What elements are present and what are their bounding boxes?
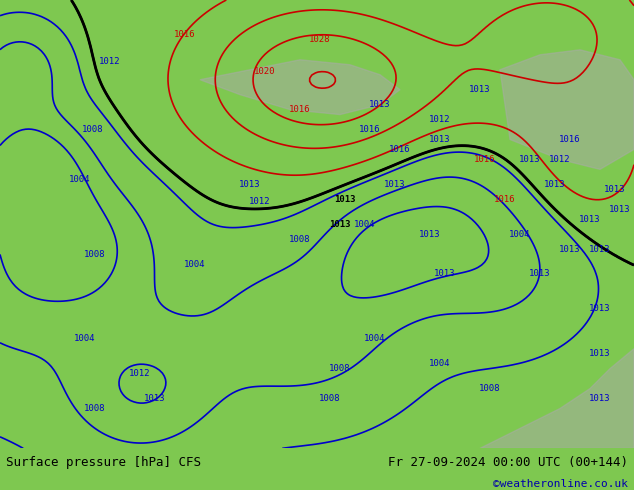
Text: 1008: 1008 [84, 249, 106, 259]
Text: 1013: 1013 [589, 304, 611, 314]
Text: 1016: 1016 [174, 30, 196, 39]
Text: 1004: 1004 [74, 334, 96, 343]
Text: ©weatheronline.co.uk: ©weatheronline.co.uk [493, 479, 628, 489]
Text: 1004: 1004 [429, 359, 451, 368]
Text: 1013: 1013 [419, 230, 441, 239]
Text: 1013: 1013 [579, 215, 601, 224]
Text: 1004: 1004 [365, 334, 385, 343]
Text: 1013: 1013 [609, 205, 631, 214]
Polygon shape [500, 50, 634, 170]
Text: 1004: 1004 [354, 220, 376, 229]
Text: 1012: 1012 [429, 115, 451, 124]
Text: Fr 27-09-2024 00:00 UTC (00+144): Fr 27-09-2024 00:00 UTC (00+144) [387, 456, 628, 469]
Polygon shape [200, 60, 400, 115]
Text: 1004: 1004 [184, 260, 206, 269]
Text: 1013: 1013 [429, 135, 451, 144]
Text: 1013: 1013 [384, 180, 406, 189]
Text: 1013: 1013 [604, 185, 626, 194]
Text: 1013: 1013 [329, 220, 351, 229]
Text: 1016: 1016 [495, 195, 515, 204]
Text: 1013: 1013 [559, 245, 581, 254]
Text: 1013: 1013 [589, 394, 611, 403]
Text: 1013: 1013 [589, 245, 611, 254]
Text: 1020: 1020 [254, 67, 276, 76]
Text: 1016: 1016 [559, 135, 581, 144]
Text: 1012: 1012 [249, 197, 271, 206]
Text: 1008: 1008 [84, 404, 106, 413]
Text: 1012: 1012 [100, 57, 120, 66]
Text: 1012: 1012 [549, 155, 571, 164]
Text: Surface pressure [hPa] CFS: Surface pressure [hPa] CFS [6, 456, 202, 469]
Text: 1008: 1008 [289, 235, 311, 244]
Text: 1013: 1013 [434, 270, 456, 278]
Text: 1012: 1012 [129, 369, 151, 378]
Text: 1008: 1008 [82, 125, 104, 134]
Text: 1008: 1008 [479, 384, 501, 393]
Text: 1004: 1004 [69, 175, 91, 184]
Text: 1008: 1008 [320, 394, 340, 403]
Text: 1013: 1013 [589, 349, 611, 358]
Text: 1016: 1016 [474, 155, 496, 164]
Text: 1013: 1013 [239, 180, 261, 189]
Text: 1016: 1016 [289, 105, 311, 114]
Text: 1013: 1013 [519, 155, 541, 164]
Text: 1013: 1013 [145, 394, 165, 403]
Text: 1013: 1013 [544, 180, 566, 189]
Text: 1013: 1013 [469, 85, 491, 94]
Text: 1004: 1004 [509, 230, 531, 239]
Text: 1028: 1028 [309, 35, 331, 45]
Text: 1016: 1016 [389, 145, 411, 154]
Text: 1008: 1008 [329, 364, 351, 373]
Polygon shape [480, 349, 634, 448]
Text: 1013: 1013 [529, 270, 551, 278]
Text: 1016: 1016 [359, 125, 381, 134]
Text: 1013: 1013 [334, 195, 356, 204]
Text: 1013: 1013 [369, 100, 391, 109]
